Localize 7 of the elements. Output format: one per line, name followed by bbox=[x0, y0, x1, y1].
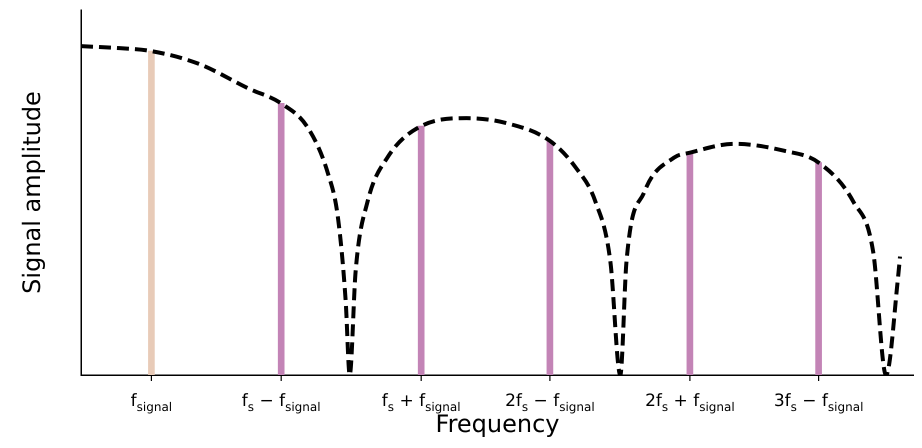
y-axis-title: Signal amplitude bbox=[18, 91, 46, 294]
bar bbox=[418, 126, 425, 375]
bar bbox=[148, 50, 155, 375]
bar bbox=[546, 140, 554, 375]
bar bbox=[815, 162, 822, 375]
bar bbox=[686, 152, 694, 375]
bar bbox=[278, 103, 285, 375]
